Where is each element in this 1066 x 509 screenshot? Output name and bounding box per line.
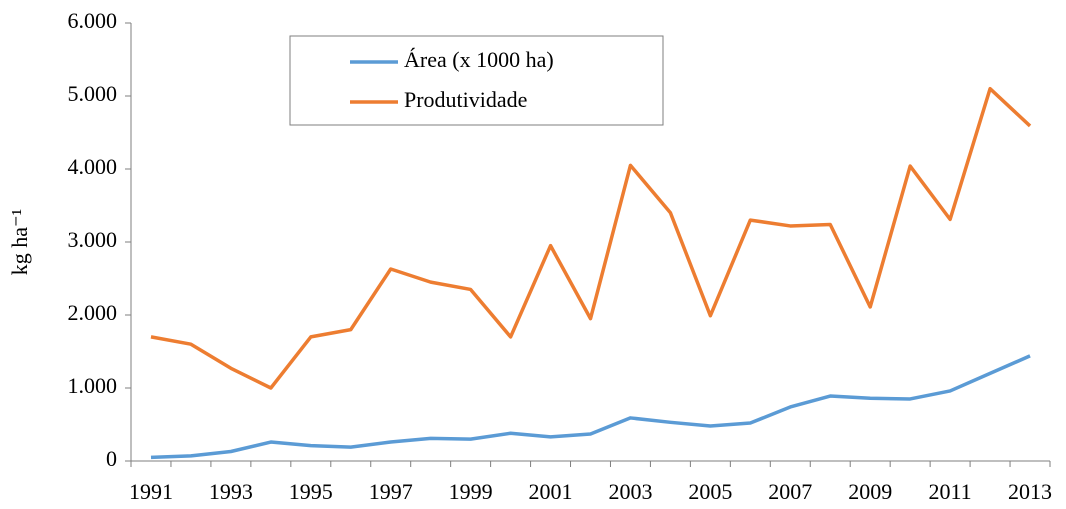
- legend-box: [289, 35, 664, 126]
- y-tick-label: 6.000: [68, 8, 118, 33]
- y-axis-label: kg ha⁻¹: [7, 209, 32, 275]
- x-tick-label: 2013: [1008, 479, 1052, 504]
- line-series: [150, 354, 1031, 460]
- x-tick-label: 2003: [608, 479, 652, 504]
- legend-label: Produtividade: [404, 87, 527, 112]
- y-tick-label: 3.000: [68, 227, 118, 252]
- y-tick-label: 1.000: [68, 373, 118, 398]
- x-tick-label: 1993: [209, 479, 253, 504]
- line-series: [150, 86, 1032, 390]
- x-tick-label: 1999: [449, 479, 493, 504]
- x-tick-label: 2011: [929, 479, 972, 504]
- y-tick-label: 4.000: [68, 154, 118, 179]
- legend-label: Área (x 1000 ha): [404, 47, 554, 72]
- y-tick-label: 2.000: [68, 300, 118, 325]
- x-tick-label: 2005: [688, 479, 732, 504]
- x-tick-label: 1991: [129, 479, 173, 504]
- x-tick-label: 1997: [369, 479, 413, 504]
- x-tick-label: 2001: [529, 479, 573, 504]
- x-tick-label: 1995: [289, 479, 333, 504]
- x-tick-label: 2007: [768, 479, 812, 504]
- y-tick-label: 0: [106, 446, 117, 471]
- x-tick-label: 2009: [848, 479, 892, 504]
- y-tick-label: 5.000: [68, 81, 118, 106]
